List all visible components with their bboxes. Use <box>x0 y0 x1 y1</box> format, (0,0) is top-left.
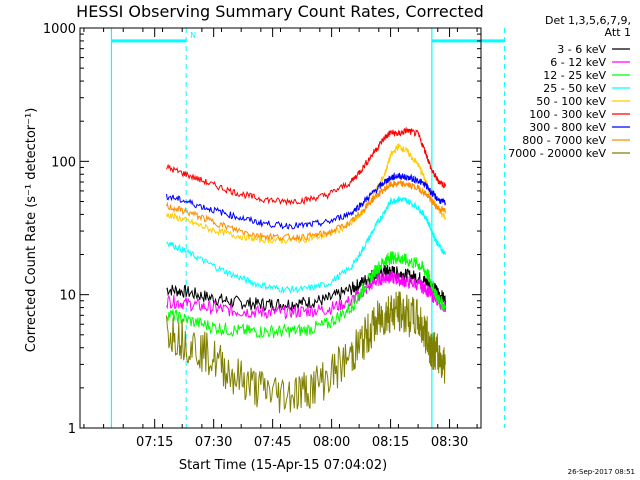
timestamp: 26-Sep-2017 08:51 <box>568 468 635 476</box>
legend-label-0: 3 - 6 keV <box>557 43 606 56</box>
y-tick-label-1: 10 <box>59 289 76 304</box>
series-line-4 <box>166 143 446 244</box>
y-tick-label-2: 100 <box>51 155 76 170</box>
x-axis-label: Start Time (15-Apr-15 07:04:02) <box>179 458 387 473</box>
y-tick-label-0: 1 <box>68 422 76 437</box>
y-axis-label: Corrected Count Rate (s⁻¹ detector⁻¹) <box>24 108 39 353</box>
series-line-8 <box>166 291 447 414</box>
legend-label-7: 800 - 7000 keV <box>522 134 606 147</box>
plot-area: N <box>110 28 506 428</box>
legend-label-5: 100 - 300 keV <box>529 108 606 121</box>
x-tick-label-2: 07:45 <box>254 435 291 450</box>
series-line-7 <box>166 179 447 242</box>
axes: 1 10 100 1000 07:15 07:30 07:45 08:00 08:15 08:30 <box>43 22 482 450</box>
legend-header-line-1: Det 1,3,5,6,7,9, <box>545 14 631 27</box>
series-line-3 <box>166 196 446 295</box>
series-line-1 <box>166 270 447 320</box>
legend-label-8: 7000 - 20000 keV <box>508 147 606 160</box>
series-line-5 <box>166 126 447 206</box>
legend-header-line-2: Att 1 <box>605 26 631 39</box>
x-tick-label-3: 08:00 <box>313 435 350 450</box>
y-tick-label-3: 1000 <box>43 22 76 37</box>
series-line-6 <box>166 172 447 230</box>
legend-label-4: 50 - 100 keV <box>536 95 606 108</box>
x-tick-label-1: 07:30 <box>195 435 232 450</box>
x-tick-label-5: 08:30 <box>431 435 468 450</box>
legend-label-3: 25 - 50 keV <box>543 82 606 95</box>
flag-label: N <box>190 31 196 40</box>
x-tick-label-0: 07:15 <box>136 435 173 450</box>
chart-title: HESSI Observing Summary Count Rates, Cor… <box>76 2 484 21</box>
plot-frame <box>79 27 482 429</box>
x-tick-label-4: 08:15 <box>372 435 409 450</box>
series-line-0 <box>166 264 447 312</box>
legend-label-6: 300 - 800 keV <box>529 121 606 134</box>
series-line-2 <box>166 250 447 340</box>
legend-label-1: 6 - 12 keV <box>550 56 606 69</box>
legend-label-2: 12 - 25 keV <box>543 69 606 82</box>
